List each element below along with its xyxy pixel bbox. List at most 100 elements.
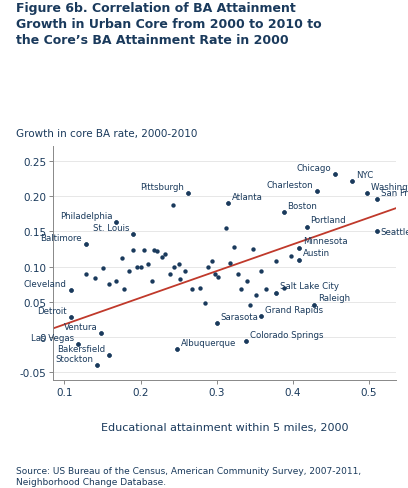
Point	[258, 312, 264, 320]
Point	[197, 284, 203, 292]
Point	[296, 256, 302, 264]
Point	[258, 267, 264, 275]
Point	[311, 301, 317, 309]
Point	[121, 285, 127, 293]
Text: Raleigh: Raleigh	[318, 294, 350, 303]
Point	[137, 263, 144, 271]
Point	[175, 260, 182, 268]
Point	[253, 291, 259, 299]
Point	[273, 289, 279, 297]
Point	[204, 263, 211, 271]
Point	[67, 314, 74, 322]
Text: Figure 6b. Correlation of BA Attainment
Growth in Urban Core from 2000 to 2010 t: Figure 6b. Correlation of BA Attainment …	[16, 2, 322, 47]
Text: Portland: Portland	[310, 216, 346, 225]
Text: Las Vegas: Las Vegas	[31, 333, 74, 342]
Point	[273, 258, 279, 265]
Point	[201, 300, 208, 307]
Point	[151, 246, 157, 254]
Point	[189, 285, 196, 293]
Point	[258, 312, 264, 320]
Point	[130, 231, 136, 239]
Point	[82, 270, 89, 278]
Point	[67, 314, 74, 322]
Point	[364, 189, 370, 197]
Point	[75, 340, 82, 348]
Point	[235, 270, 242, 278]
Point	[242, 338, 249, 346]
Point	[273, 289, 279, 297]
Point	[281, 284, 287, 292]
Text: Baltimore: Baltimore	[40, 233, 82, 243]
Point	[238, 285, 244, 293]
Text: NYC: NYC	[356, 170, 373, 180]
Text: Charleston: Charleston	[267, 180, 313, 189]
Point	[133, 263, 140, 271]
Point	[171, 263, 177, 271]
Text: Source: US Bureau of the Census, American Community Survey, 2007-2011,
Neighborh: Source: US Bureau of the Census, America…	[16, 466, 361, 486]
Point	[349, 178, 356, 185]
Point	[296, 244, 302, 252]
Point	[118, 255, 125, 263]
Point	[349, 178, 356, 185]
Text: Boston: Boston	[288, 202, 317, 211]
Point	[141, 246, 148, 254]
Point	[209, 258, 215, 265]
Point	[92, 274, 98, 282]
Point	[75, 340, 82, 348]
Point	[247, 302, 253, 309]
Point	[82, 241, 89, 248]
Point	[213, 320, 220, 328]
Point	[169, 202, 176, 209]
Point	[314, 187, 321, 195]
Point	[288, 253, 295, 261]
Point	[149, 277, 155, 285]
Point	[67, 287, 74, 295]
Point	[174, 346, 180, 354]
Point	[98, 329, 104, 337]
Text: Detroit: Detroit	[37, 306, 67, 315]
Point	[113, 277, 120, 285]
Point	[373, 228, 380, 236]
Point	[332, 170, 338, 178]
Point	[105, 351, 112, 359]
Text: Atlanta: Atlanta	[232, 193, 263, 202]
Point	[304, 223, 310, 231]
Text: St. Louis: St. Louis	[93, 224, 129, 233]
Text: Cleveland: Cleveland	[24, 280, 67, 289]
Point	[332, 170, 338, 178]
Point	[215, 274, 222, 282]
Point	[99, 264, 106, 272]
Point	[145, 261, 151, 269]
Point	[182, 267, 188, 275]
Text: Seattle: Seattle	[381, 227, 408, 237]
Point	[162, 250, 168, 258]
Point	[250, 245, 257, 253]
Point	[230, 244, 237, 251]
Text: Salt Lake City: Salt Lake City	[280, 282, 339, 291]
Point	[227, 260, 234, 267]
Point	[177, 276, 184, 284]
Point	[281, 209, 287, 217]
Point	[113, 219, 120, 227]
Point	[184, 189, 191, 197]
Point	[130, 246, 136, 254]
Point	[244, 277, 251, 285]
Text: Albuquerque: Albuquerque	[181, 339, 236, 347]
Point	[262, 285, 269, 293]
Text: Austin: Austin	[303, 249, 330, 258]
Point	[130, 231, 136, 239]
Text: Minnesota: Minnesota	[303, 237, 348, 246]
Point	[94, 361, 100, 369]
Point	[113, 219, 120, 227]
Point	[166, 270, 173, 278]
Point	[212, 270, 219, 278]
Point	[213, 320, 220, 328]
Point	[314, 187, 321, 195]
Text: Washington DC: Washington DC	[370, 183, 408, 191]
Point	[304, 223, 310, 231]
Text: Pittsburgh: Pittsburgh	[140, 183, 184, 191]
Point	[98, 329, 104, 337]
Text: Ventura: Ventura	[64, 322, 97, 331]
Point	[364, 189, 370, 197]
Text: Educational attainment within 5 miles, 2000: Educational attainment within 5 miles, 2…	[101, 422, 348, 432]
